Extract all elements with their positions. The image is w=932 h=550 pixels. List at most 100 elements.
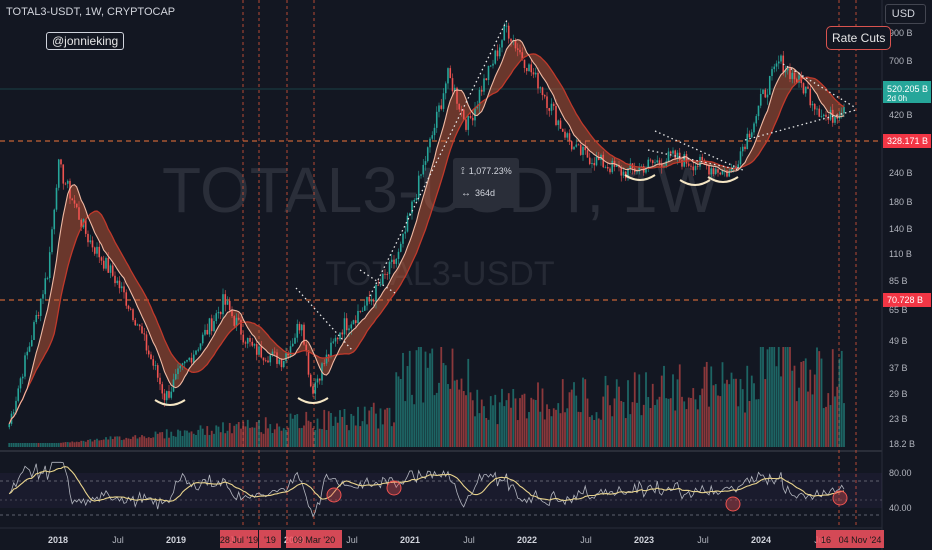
volume-bar: [156, 433, 159, 447]
author-tag: @jonnieking: [46, 32, 125, 50]
volume-bar: [717, 395, 719, 447]
volume-bar: [471, 400, 474, 447]
level-price-label: 328.171 B: [887, 136, 928, 146]
candle-body: [690, 165, 692, 167]
candle-body: [240, 319, 242, 335]
volume-bar: [575, 395, 578, 447]
volume-bar: [620, 400, 623, 447]
candle-body: [820, 116, 823, 117]
volume-bar: [262, 433, 265, 447]
candle-body: [683, 154, 686, 167]
volume-bar: [60, 442, 62, 447]
volume-bar: [775, 366, 778, 447]
candle-body: [676, 152, 679, 159]
volume-bar: [660, 375, 663, 447]
candle-body: [127, 305, 130, 309]
volume-bar: [66, 442, 69, 447]
volume-bar: [325, 429, 328, 447]
candle-body: [228, 300, 231, 311]
candle-body: [647, 159, 650, 168]
volume-bar: [417, 347, 420, 447]
volume-bar: [429, 353, 431, 447]
watermark-main: TOTAL3-USDT, 1W: [162, 154, 719, 226]
duration-icon: ↔: [461, 188, 471, 199]
candle-body: [217, 311, 220, 314]
candle-body: [431, 135, 434, 139]
candle-body: [287, 353, 290, 356]
volume-bar: [791, 370, 794, 447]
volume-bar: [258, 420, 260, 447]
volume-bar: [624, 418, 627, 447]
volume-bar: [604, 375, 607, 447]
candle-body: [249, 338, 251, 342]
time-range-label: 28 Jul '19: [220, 535, 258, 545]
volume-bar: [33, 443, 35, 447]
candle-body: [748, 133, 751, 138]
candle-body: [26, 351, 29, 356]
volume-bar: [732, 378, 735, 447]
volume-bar: [667, 398, 670, 447]
candle-body: [118, 280, 121, 289]
candle-body: [242, 334, 245, 343]
candle-body: [12, 412, 15, 414]
volume-bar: [685, 409, 688, 447]
candle-body: [712, 168, 715, 174]
candle-body: [726, 170, 728, 177]
candle-body: [645, 167, 647, 173]
volume-bar: [784, 347, 787, 447]
volume-bar: [570, 389, 573, 447]
volume-bar: [480, 399, 483, 447]
candle-body: [201, 334, 204, 344]
volume-bar: [125, 437, 128, 447]
candle-body: [35, 314, 38, 323]
volume-bar: [267, 428, 269, 447]
candle-body: [411, 201, 413, 214]
volume-bar: [235, 424, 238, 447]
candle-body: [505, 25, 508, 27]
candle-body: [494, 50, 497, 64]
candle-body: [352, 320, 355, 325]
candle-body: [746, 133, 749, 150]
volume-bar: [116, 436, 119, 447]
price-tick-label: 65 B: [889, 305, 908, 315]
price-tick-label: 900 B: [889, 28, 913, 38]
volume-bar: [730, 372, 733, 447]
volume-bar: [105, 437, 107, 447]
time-tick-label: 2021: [400, 535, 420, 545]
volume-bar: [757, 399, 760, 447]
candle-body: [449, 68, 452, 79]
candle-body: [692, 166, 695, 171]
price-tick-label: 29 B: [889, 389, 908, 399]
volume-bar: [588, 416, 591, 447]
volume-bar: [134, 435, 137, 447]
volume-bar: [132, 436, 134, 447]
volume-bar: [422, 402, 425, 447]
volume-bar: [579, 412, 582, 447]
volume-bar: [561, 379, 564, 447]
candle-body: [660, 163, 663, 168]
candle-body: [827, 116, 830, 120]
volume-bar: [107, 439, 110, 447]
candle-body: [213, 321, 215, 332]
currency-button[interactable]: USD: [884, 4, 926, 24]
symbol-title: TOTAL3-USDT, 1W, CRYPTOCAP: [6, 6, 176, 18]
volume-bar: [433, 395, 436, 447]
volume-bar: [496, 424, 499, 447]
candle-body: [179, 365, 182, 369]
volume-bar: [629, 414, 632, 447]
candle-body: [791, 72, 794, 79]
candle-body: [577, 144, 580, 146]
candle-body: [537, 72, 539, 89]
volume-bar: [53, 443, 56, 447]
volume-bar: [224, 433, 227, 447]
volume-bar: [102, 439, 105, 447]
candle-body: [368, 296, 371, 302]
time-tick-label: 2023: [634, 535, 654, 545]
volume-bar: [276, 423, 278, 447]
candle-body: [836, 116, 839, 119]
volume-bar: [834, 396, 836, 447]
volume-bar: [636, 402, 638, 447]
volume-bar: [505, 400, 508, 447]
volume-bar: [64, 442, 67, 447]
